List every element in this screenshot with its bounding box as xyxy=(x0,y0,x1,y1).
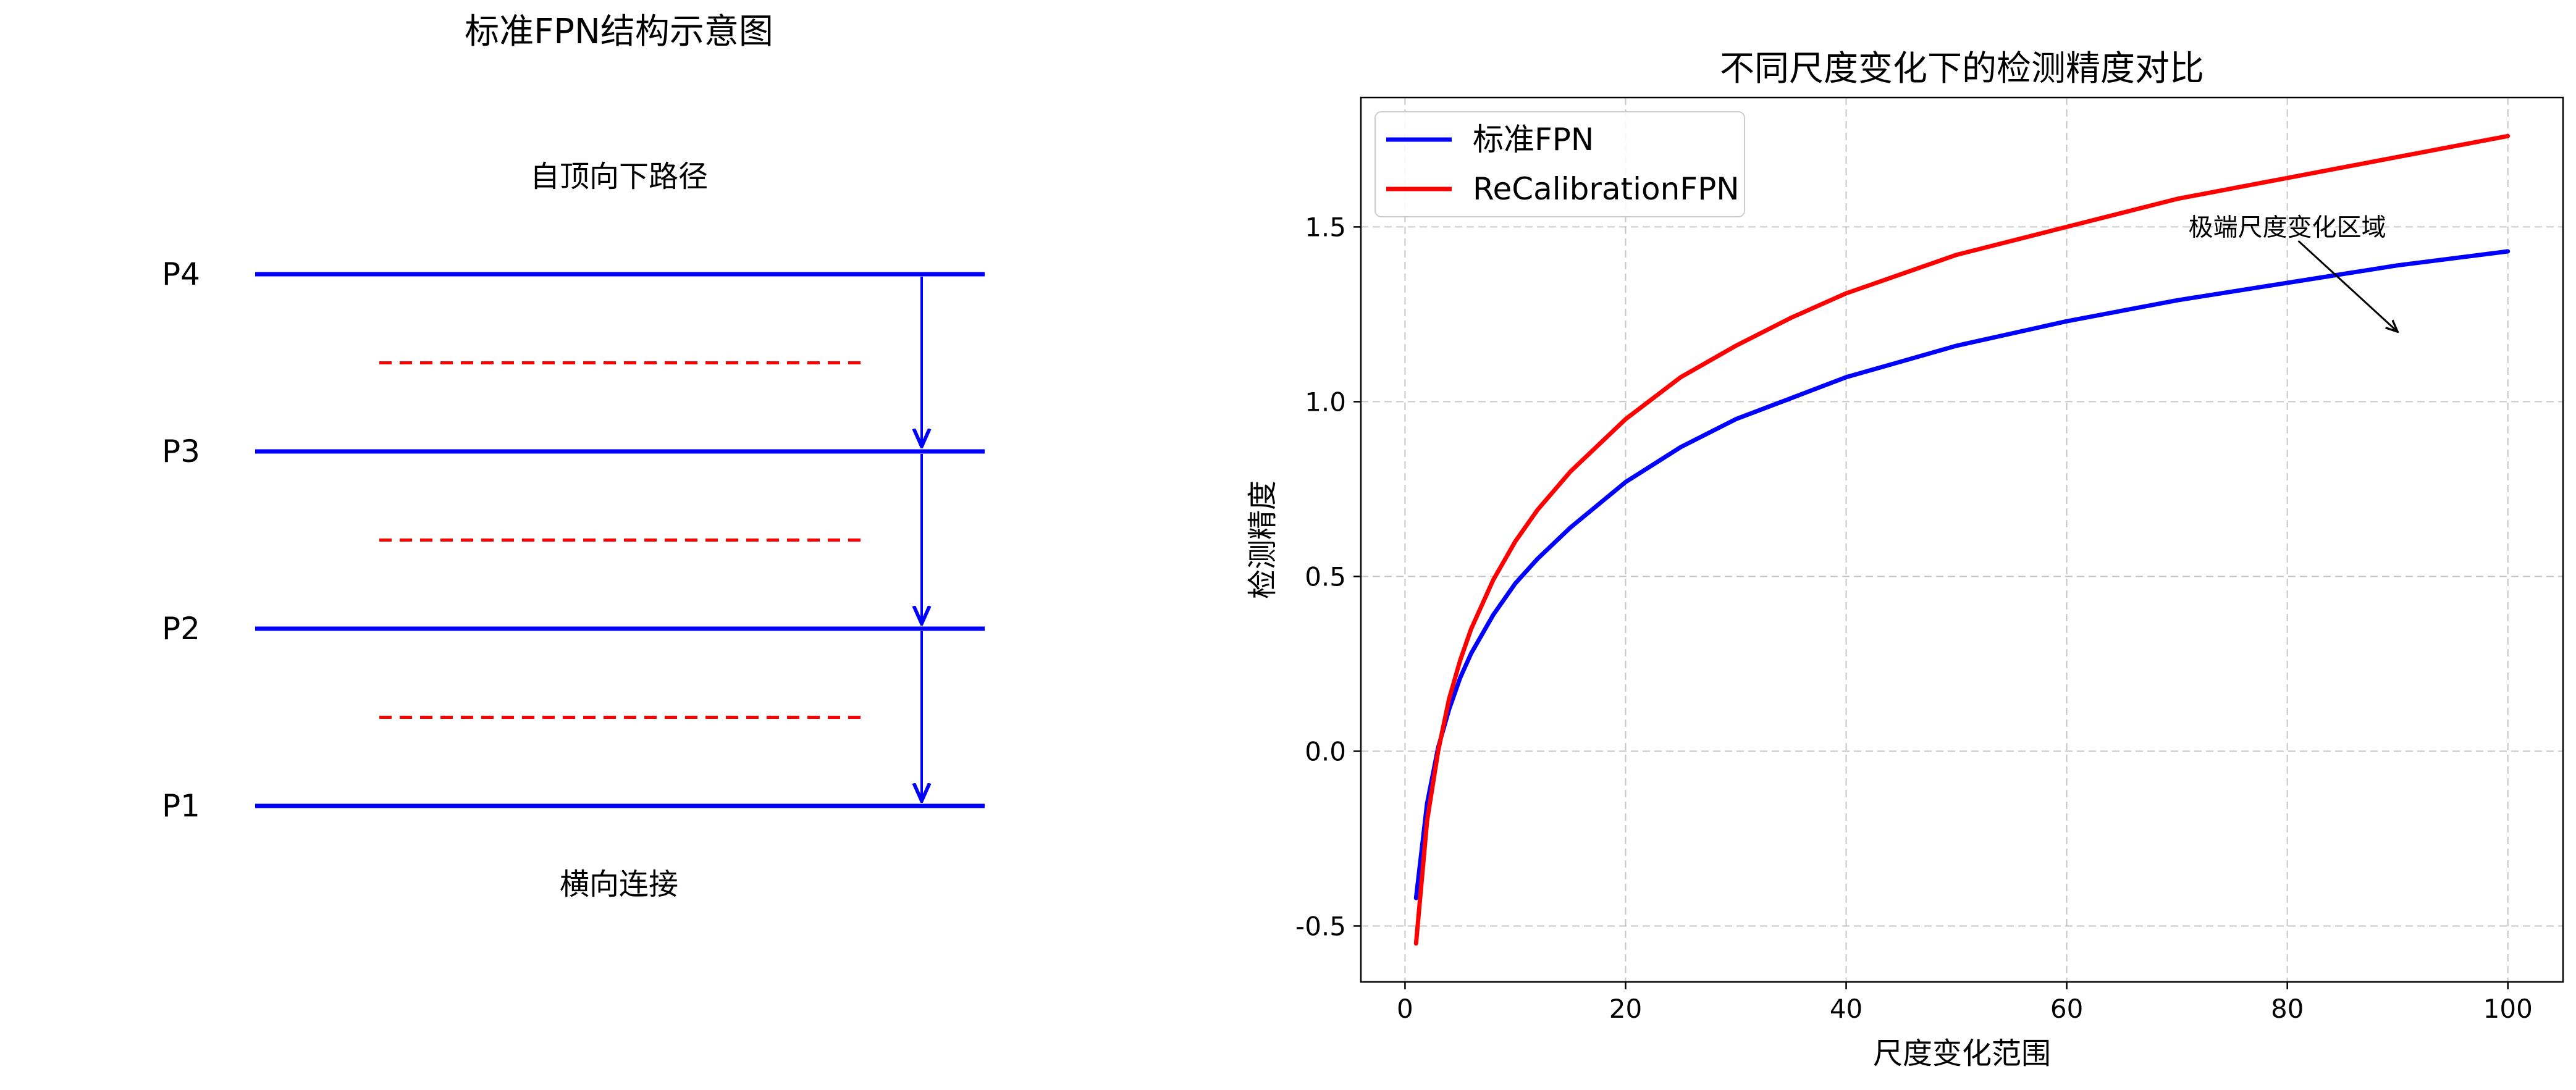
x-tick-label: 100 xyxy=(2483,994,2533,1024)
chart-series xyxy=(1413,133,2511,946)
x-tick-label: 60 xyxy=(2050,994,2083,1024)
fpn-diagram: 标准FPN结构示意图 自顶向下路径 P4 P3 P2 P1 横向连接 xyxy=(162,12,985,902)
level-label-p2: P2 xyxy=(162,611,200,647)
x-axis-label: 尺度变化范围 xyxy=(1873,1036,2051,1071)
legend-box xyxy=(1374,111,1745,217)
legend-label-standard-fpn: 标准FPN xyxy=(1473,122,1594,157)
x-axis-ticks: 0 20 40 60 80 100 xyxy=(1397,982,2533,1024)
extreme-scale-annotation: 极端尺度变化区域 xyxy=(2189,213,2398,332)
y-tick-label: 1.0 xyxy=(1305,387,1346,417)
annotation-text: 极端尺度变化区域 xyxy=(2189,213,2386,241)
annotation-arrow xyxy=(2297,240,2398,332)
level-label-p3: P3 xyxy=(162,434,200,469)
chart-title: 不同尺度变化下的检测精度对比 xyxy=(1720,49,2204,89)
level-label-p1: P1 xyxy=(162,788,200,824)
y-axis-label: 检测精度 xyxy=(1245,480,1280,599)
x-tick-label: 40 xyxy=(1830,994,1863,1024)
series-line-recalibration-fpn xyxy=(1413,133,2511,946)
plot-frame xyxy=(1360,96,2564,983)
legend: 标准FPN ReCalibrationFPN xyxy=(1374,111,1745,217)
x-tick-label: 80 xyxy=(2271,994,2304,1024)
top-down-path-label: 自顶向下路径 xyxy=(530,159,708,194)
y-tick-label: 0.5 xyxy=(1305,561,1346,592)
y-tick-label: -0.5 xyxy=(1295,911,1346,941)
lateral-connection-label: 横向连接 xyxy=(560,867,678,902)
x-tick-label: 20 xyxy=(1609,994,1642,1024)
y-tick-label: 0.0 xyxy=(1305,736,1346,766)
accuracy-chart: 不同尺度变化下的检测精度对比 0 20 40 60 80 100 -0.5 0.0 0.5 1.… xyxy=(1245,49,2564,1071)
y-axis-ticks: -0.5 0.0 0.5 1.0 1.5 xyxy=(1295,212,1361,941)
fpn-levels: P4 P3 P2 P1 xyxy=(162,256,985,824)
legend-items: 标准FPN ReCalibrationFPN xyxy=(1386,122,1740,207)
level-label-p4: P4 xyxy=(162,256,200,292)
chart-grid xyxy=(1361,98,2563,982)
y-tick-label: 1.5 xyxy=(1305,212,1346,242)
x-tick-label: 0 xyxy=(1397,994,1413,1024)
diagram-title: 标准FPN结构示意图 xyxy=(465,12,773,52)
series-line-standard-fpn xyxy=(1413,249,2511,900)
legend-label-recalibration-fpn: ReCalibrationFPN xyxy=(1473,171,1740,207)
